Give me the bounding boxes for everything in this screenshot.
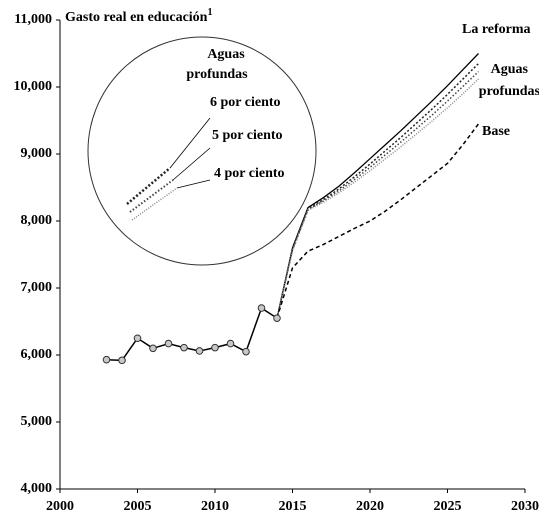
inset-annotation: profundas	[186, 67, 248, 82]
x-tick-label: 2025	[434, 499, 462, 514]
series-line	[276, 78, 480, 319]
data-point	[195, 347, 204, 355]
data-point	[226, 339, 235, 348]
data-point	[133, 334, 142, 343]
annotation: profundas	[479, 84, 539, 99]
y-tick-label: 6,000	[21, 347, 53, 362]
data-point	[257, 304, 266, 312]
data-point	[211, 343, 219, 352]
x-tick-label: 2030	[511, 499, 539, 514]
y-tick-label: 4,000	[21, 481, 53, 496]
chart-title: Gasto real en educación1	[65, 7, 212, 25]
x-tick-label: 2020	[356, 499, 384, 514]
data-point	[242, 347, 250, 356]
series-label: 6 por ciento	[210, 95, 281, 110]
series-line	[276, 63, 480, 319]
inset-annotation: Aguas	[207, 47, 245, 62]
leader-line	[172, 147, 211, 181]
y-tick-label: 11,000	[14, 12, 52, 27]
y-tick-label: 10,000	[14, 79, 53, 94]
data-point	[102, 355, 111, 364]
data-point	[164, 339, 173, 348]
leader-line	[169, 117, 211, 169]
annotation: Aguas	[491, 62, 529, 77]
series-label: La reforma	[462, 22, 531, 37]
series-label: Base	[482, 124, 510, 139]
x-tick-label: 2010	[201, 499, 229, 514]
title-text: Gasto real en educación	[65, 10, 208, 25]
data-point	[180, 343, 188, 352]
inset-line	[131, 187, 178, 221]
y-tick-label: 9,000	[21, 146, 53, 161]
inset-line	[126, 167, 171, 205]
series-line	[106, 306, 278, 362]
x-tick-label: 2005	[124, 499, 152, 514]
series-line	[276, 123, 480, 319]
x-tick-label: 2015	[279, 499, 307, 514]
data-point	[273, 314, 281, 322]
series-line	[276, 53, 479, 319]
title-note: 1	[207, 7, 212, 18]
y-tick-label: 8,000	[21, 213, 53, 228]
x-tick-label: 2000	[46, 499, 74, 514]
data-point	[149, 344, 157, 353]
series-label: 4 por ciento	[214, 166, 285, 181]
data-point	[118, 356, 126, 365]
leader-line	[176, 179, 211, 189]
inset-circle	[87, 36, 317, 266]
series-label: 5 por ciento	[212, 128, 283, 143]
y-tick-label: 7,000	[21, 280, 53, 295]
y-tick-label: 5,000	[21, 414, 53, 429]
